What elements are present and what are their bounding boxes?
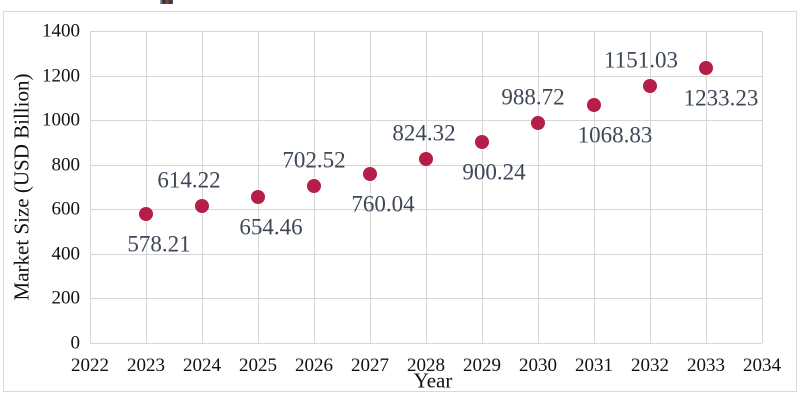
plot-area: 578.21 614.22 654.46 702.52 760.04 824.32 900.… bbox=[90, 31, 763, 344]
vertical-gridline bbox=[650, 31, 651, 343]
cropped-title-fragment bbox=[160, 0, 173, 4]
x-axis-tick-label: 2025 bbox=[239, 355, 277, 376]
y-axis-tick-label: 400 bbox=[51, 243, 81, 265]
vertical-gridline bbox=[538, 31, 539, 343]
data-point-marker bbox=[251, 190, 265, 205]
x-axis-tick-label: 2032 bbox=[631, 355, 669, 376]
vertical-gridline bbox=[482, 31, 483, 343]
data-point-marker bbox=[475, 135, 489, 150]
vertical-gridline bbox=[146, 31, 147, 343]
data-point-marker bbox=[699, 61, 713, 76]
data-point-label: 702.52 bbox=[282, 147, 346, 173]
vertical-gridline bbox=[370, 31, 371, 343]
y-axis-tick-label: 1000 bbox=[42, 109, 80, 131]
vertical-gridline bbox=[594, 31, 595, 343]
data-point-label: 578.21 bbox=[127, 231, 191, 257]
data-point-marker bbox=[531, 115, 545, 130]
data-point-label: 900.24 bbox=[462, 159, 526, 185]
y-axis-tick-label: 800 bbox=[51, 154, 81, 176]
x-axis-tick-label: 2030 bbox=[519, 355, 557, 376]
x-axis-tick-label: 2033 bbox=[687, 355, 725, 376]
x-axis-tick-label: 2034 bbox=[743, 355, 781, 376]
data-point-label: 824.32 bbox=[392, 120, 456, 146]
horizontal-gridline bbox=[90, 343, 762, 344]
data-point-label: 1151.03 bbox=[604, 47, 678, 73]
data-point-marker bbox=[307, 179, 321, 194]
chart-border-frame bbox=[3, 11, 797, 392]
x-axis-tick-label: 2024 bbox=[183, 355, 221, 376]
data-point-marker bbox=[587, 97, 601, 112]
x-axis-tick-label: 2031 bbox=[575, 355, 613, 376]
y-axis-tick-label: 1400 bbox=[42, 20, 80, 42]
y-axis-tick-label: 0 bbox=[70, 332, 81, 354]
vertical-gridline bbox=[706, 31, 707, 343]
data-point-label: 760.04 bbox=[351, 191, 415, 217]
data-point-label: 988.72 bbox=[501, 84, 565, 110]
y-axis-tick-label: 200 bbox=[51, 287, 81, 309]
data-point-marker bbox=[139, 207, 153, 222]
x-axis-tick-label: 2022 bbox=[71, 355, 109, 376]
data-point-label: 1068.83 bbox=[577, 122, 653, 148]
y-axis-tick-label: 600 bbox=[51, 198, 81, 220]
x-axis-tick-label: 2027 bbox=[351, 355, 389, 376]
y-axis-tick-label: 1200 bbox=[42, 65, 80, 87]
data-point-marker bbox=[363, 166, 377, 181]
vertical-gridline bbox=[426, 31, 427, 343]
data-point-marker bbox=[195, 199, 209, 214]
data-point-label: 614.22 bbox=[157, 167, 221, 193]
y-axis-title: Market Size (USD Billion) bbox=[9, 73, 34, 301]
x-axis-tick-label: 2028 bbox=[407, 355, 445, 376]
data-point-marker bbox=[419, 152, 433, 167]
x-axis-tick-label: 2026 bbox=[295, 355, 333, 376]
x-axis-title: Year bbox=[413, 368, 453, 393]
x-axis-tick-label: 2029 bbox=[463, 355, 501, 376]
data-point-label: 1233.23 bbox=[683, 85, 759, 111]
data-point-label: 654.46 bbox=[239, 214, 303, 240]
vertical-gridline bbox=[202, 31, 203, 343]
vertical-gridline bbox=[90, 31, 91, 343]
vertical-gridline bbox=[258, 31, 259, 343]
x-axis-tick-label: 2023 bbox=[127, 355, 165, 376]
data-point-marker bbox=[643, 79, 657, 94]
vertical-gridline bbox=[762, 31, 763, 343]
